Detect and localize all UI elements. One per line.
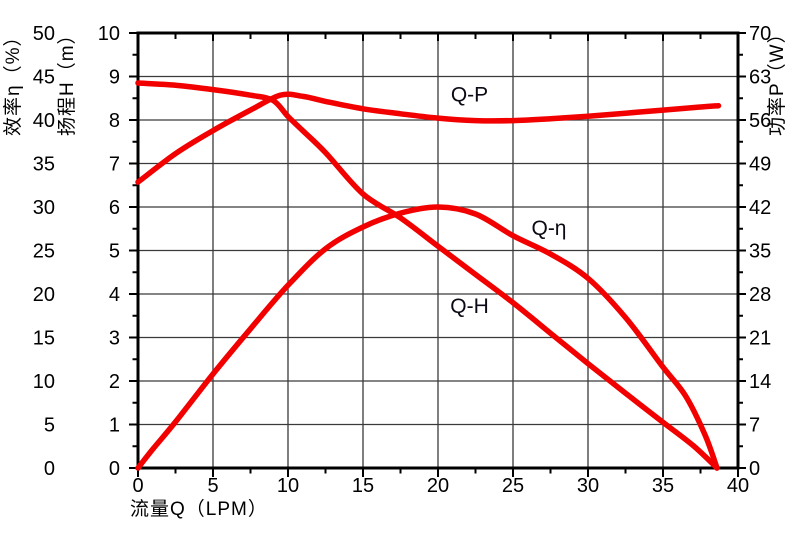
power-tick-label: 28 (749, 284, 771, 306)
x-tick-label: 15 (352, 475, 374, 497)
power-tick-label: 35 (749, 241, 771, 263)
x-tick-label: 10 (277, 475, 299, 497)
y-axis-title-power: 功率P（W） (767, 23, 788, 136)
head-tick-label: 9 (109, 67, 120, 89)
power-tick-label: 42 (749, 197, 771, 219)
curve-q-eta: Q-η (135, 204, 720, 471)
power-tick-label: 49 (749, 154, 771, 176)
power-tick-label: 0 (749, 458, 760, 480)
x-tick-label: 20 (427, 475, 449, 497)
head-tick-label: 6 (109, 197, 120, 219)
x-tick-label: 40 (727, 475, 749, 497)
x-tick-label: 25 (502, 475, 524, 497)
power-tick-label: 21 (749, 328, 771, 350)
efficiency-tick-label: 0 (44, 458, 55, 480)
efficiency-tick-label: 15 (33, 328, 55, 350)
head-tick-label: 2 (109, 371, 120, 393)
tick-marks (129, 32, 746, 477)
head-tick-label: 7 (109, 154, 120, 176)
curve-label-q-h: Q-H (450, 295, 489, 318)
head-tick-label: 10 (98, 23, 120, 45)
x-tick-label: 5 (207, 475, 218, 497)
head-tick-label: 0 (109, 458, 120, 480)
x-tick-label: 35 (652, 475, 674, 497)
efficiency-tick-label: 40 (33, 110, 55, 132)
curve-q-p: Q-P (135, 84, 722, 185)
efficiency-tick-label: 45 (33, 67, 55, 89)
tick-labels: 0 5 10 15 20 25 30 35 40012345678910051015202530… (33, 23, 772, 497)
head-tick-label: 8 (109, 110, 120, 132)
curve-line-q-eta (135, 204, 720, 471)
power-tick-label: 70 (749, 23, 771, 45)
y-axis-title-head: 扬程H（m） (57, 24, 78, 136)
head-tick-label: 5 (109, 241, 120, 263)
power-tick-label: 14 (749, 371, 771, 393)
plot-frame (136, 31, 740, 470)
x-axis-title: 流量Q（LPM） (130, 499, 268, 520)
curve-line-q-h (135, 80, 720, 471)
power-tick-label: 63 (749, 67, 771, 89)
x-tick-label: 0 (132, 475, 143, 497)
curve-label-q-p: Q-P (451, 84, 488, 107)
power-tick-label: 7 (749, 415, 760, 437)
curve-line-q-p (135, 91, 722, 185)
efficiency-tick-label: 35 (33, 154, 55, 176)
head-tick-label: 3 (109, 328, 120, 350)
curve-q-h: Q-H (135, 80, 720, 471)
efficiency-tick-label: 50 (33, 23, 55, 45)
efficiency-tick-label: 20 (33, 284, 55, 306)
curve-label-q-eta: Q-η (531, 217, 566, 240)
x-tick-label: 30 (577, 475, 599, 497)
y-axis-title-efficiency: 效率η（%） (3, 26, 24, 136)
power-tick-label: 56 (749, 110, 771, 132)
efficiency-tick-label: 30 (33, 197, 55, 219)
efficiency-tick-label: 5 (44, 415, 55, 437)
efficiency-tick-label: 10 (33, 371, 55, 393)
head-tick-label: 1 (109, 415, 120, 437)
head-tick-label: 4 (109, 284, 120, 306)
gridlines (138, 33, 738, 468)
efficiency-tick-label: 25 (33, 241, 55, 263)
